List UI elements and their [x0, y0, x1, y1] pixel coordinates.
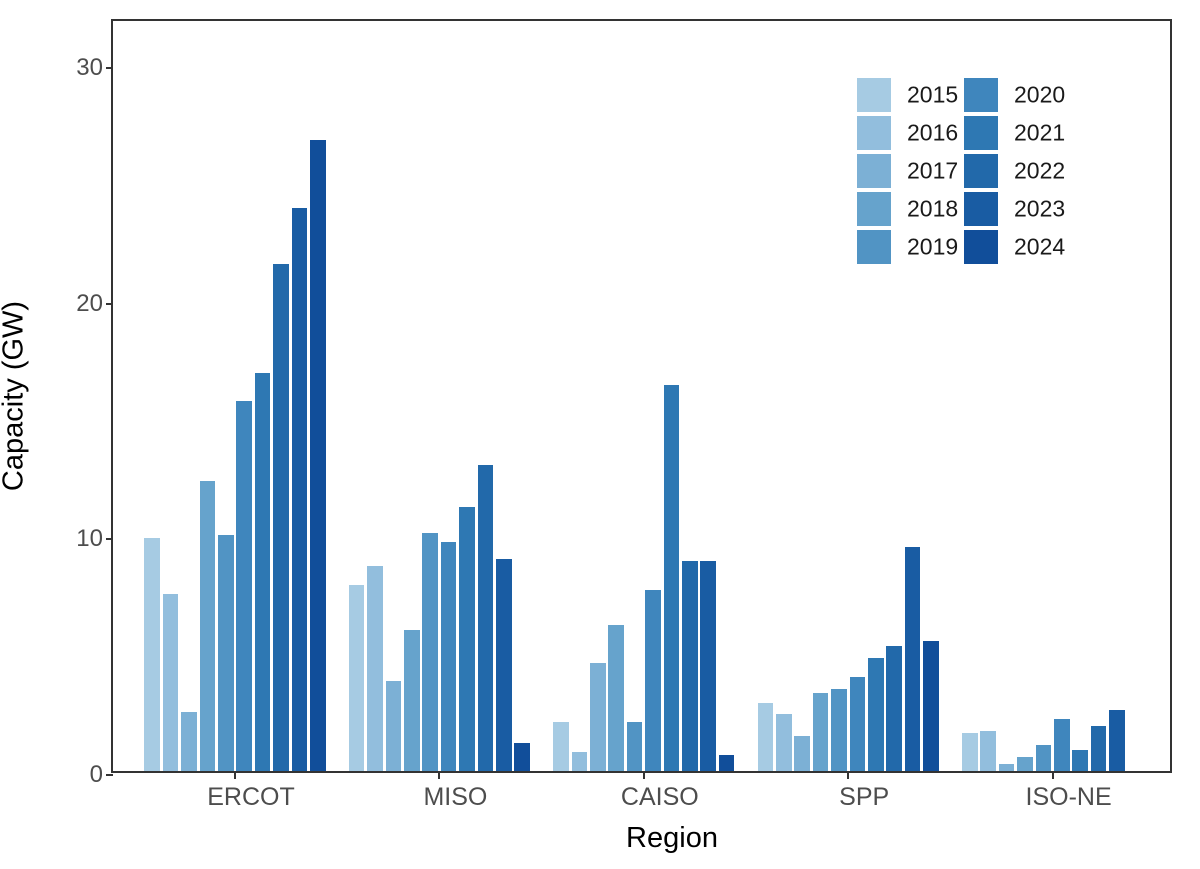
- y-axis-title: Capacity (GW): [0, 300, 30, 492]
- bar-caiso-2024: [718, 754, 735, 771]
- legend-label-2022: 2022: [1014, 157, 1066, 184]
- legend-swatch-2022: [964, 154, 998, 188]
- bar-caiso-2016: [571, 752, 588, 771]
- bar-caiso-2020: [645, 589, 661, 771]
- bar-spp-2021: [868, 657, 884, 771]
- x-tick-label-caiso: CAISO: [620, 783, 699, 811]
- x-tick-label-iso-ne: ISO-NE: [1025, 783, 1112, 811]
- legend: 2015 2016 2017 2018 2019 2020 2021 2022 2023 2024: [857, 78, 1107, 270]
- x-axis-title: Region: [626, 822, 718, 854]
- bar-caiso-2022: [682, 561, 698, 771]
- bar-spp-2020: [849, 676, 866, 771]
- bar-caiso-2015: [553, 721, 569, 771]
- bar-ercot-2020: [236, 401, 252, 771]
- y-axis-tick: [106, 67, 113, 70]
- x-tick-label-spp: SPP: [839, 783, 890, 811]
- bar-spp-2018: [812, 693, 829, 771]
- bar-iso-ne-2021: [1072, 749, 1088, 771]
- bar-iso-ne-2015: [962, 733, 978, 771]
- bar-caiso-2021: [663, 384, 680, 771]
- bar-miso-2022: [477, 464, 494, 771]
- y-tick-label: 30: [76, 54, 103, 82]
- bar-miso-2016: [367, 566, 383, 771]
- bar-spp-2015: [757, 702, 774, 771]
- legend-swatch-2018: [857, 192, 891, 226]
- bar-ercot-2022: [273, 264, 289, 771]
- legend-label-2019: 2019: [907, 233, 959, 260]
- legend-label-2023: 2023: [1014, 195, 1066, 222]
- bar-iso-ne-2020: [1054, 719, 1070, 771]
- x-axis-tick: [847, 771, 850, 779]
- legend-swatch-2024: [964, 230, 998, 264]
- bar-ercot-2017: [181, 712, 197, 771]
- bar-spp-2019: [831, 688, 847, 771]
- y-tick-label: 20: [76, 289, 103, 317]
- bar-spp-2023: [904, 547, 921, 771]
- bar-caiso-2023: [700, 561, 716, 771]
- bar-iso-ne-2019: [1035, 745, 1052, 771]
- legend-swatch-2023: [964, 192, 998, 226]
- bar-miso-2024: [514, 742, 530, 771]
- bar-iso-ne-2018: [1017, 756, 1033, 771]
- bar-caiso-2019: [626, 721, 643, 771]
- bar-ercot-2021: [254, 372, 271, 771]
- legend-label-2015: 2015: [907, 81, 959, 108]
- legend-swatch-2015: [857, 78, 891, 112]
- x-axis-tick: [1051, 771, 1054, 779]
- bar-ercot-2024: [310, 139, 326, 771]
- bar-iso-ne-2023: [1109, 709, 1125, 771]
- bar-iso-ne-2017: [998, 763, 1015, 771]
- x-tick-label-ercot: ERCOT: [207, 783, 295, 811]
- legend-label-2024: 2024: [1014, 233, 1066, 260]
- x-axis-tick: [642, 771, 645, 779]
- y-axis-tick: [106, 774, 113, 776]
- y-tick-label: 10: [76, 525, 103, 553]
- bar-spp-2022: [886, 646, 902, 771]
- x-axis-tick: [234, 771, 236, 779]
- y-axis-tick: [106, 302, 113, 305]
- bar-caiso-2017: [590, 662, 606, 771]
- bar-miso-2019: [422, 533, 438, 771]
- bar-iso-ne-2016: [980, 730, 996, 771]
- bar-iso-ne-2022: [1090, 726, 1107, 771]
- legend-swatch-2021: [964, 116, 998, 150]
- bar-miso-2020: [440, 542, 457, 771]
- bar-ercot-2019: [218, 535, 234, 771]
- legend-swatch-2016: [857, 116, 891, 150]
- bar-spp-2024: [923, 641, 939, 771]
- bar-miso-2015: [348, 584, 365, 771]
- legend-swatch-2019: [857, 230, 891, 264]
- legend-label-2016: 2016: [907, 119, 959, 146]
- bar-miso-2017: [385, 681, 402, 771]
- bar-caiso-2018: [608, 624, 624, 771]
- bar-ercot-2018: [199, 481, 216, 771]
- bar-ercot-2015: [144, 537, 160, 771]
- legend-label-2020: 2020: [1014, 81, 1066, 108]
- legend-label-2021: 2021: [1014, 119, 1066, 146]
- bar-miso-2021: [459, 507, 475, 771]
- y-tick-label: 0: [89, 761, 103, 788]
- x-tick-label-miso: MISO: [423, 783, 488, 811]
- y-axis-tick: [106, 538, 113, 541]
- bar-ercot-2023: [291, 207, 308, 771]
- bar-miso-2023: [496, 558, 512, 771]
- bar-miso-2018: [404, 629, 420, 771]
- x-axis-tick: [438, 771, 441, 779]
- legend-label-2018: 2018: [907, 195, 959, 222]
- bar-spp-2016: [776, 714, 792, 771]
- legend-swatch-2020: [964, 78, 998, 112]
- legend-label-2017: 2017: [907, 157, 959, 184]
- bar-ercot-2016: [162, 594, 179, 771]
- legend-swatch-2017: [857, 154, 891, 188]
- bar-spp-2017: [794, 735, 810, 771]
